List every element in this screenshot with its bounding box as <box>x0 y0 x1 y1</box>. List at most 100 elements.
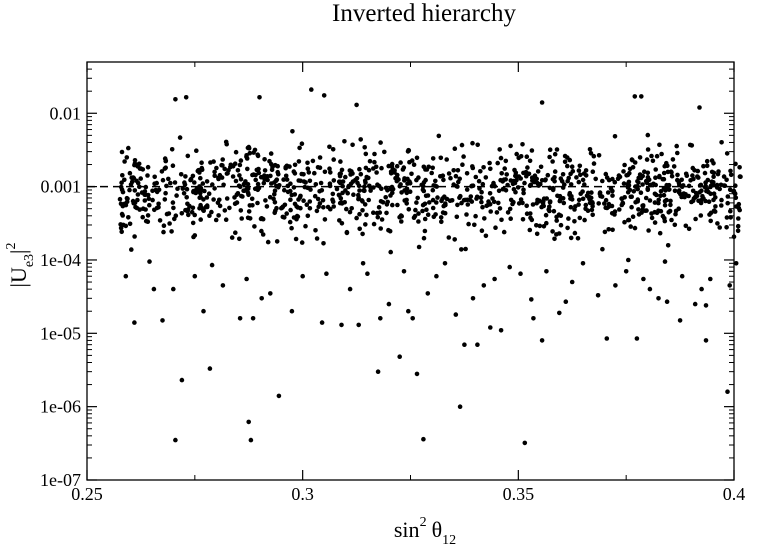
data-point <box>338 159 343 164</box>
data-point <box>583 202 589 208</box>
data-point <box>261 180 267 186</box>
data-point <box>287 219 293 225</box>
data-point <box>170 200 176 205</box>
data-point <box>268 291 273 296</box>
data-point <box>222 208 228 213</box>
data-point <box>497 147 503 152</box>
data-point <box>244 154 249 159</box>
data-point <box>212 173 217 179</box>
data-point <box>169 147 175 152</box>
data-point <box>195 168 201 174</box>
data-point <box>247 203 253 208</box>
data-point <box>140 214 145 220</box>
data-point <box>698 213 704 218</box>
data-point <box>502 166 508 171</box>
data-point <box>537 223 543 229</box>
data-point <box>658 208 664 214</box>
data-point <box>235 168 241 173</box>
data-point <box>559 179 565 184</box>
data-point <box>480 181 486 187</box>
data-point <box>269 181 274 186</box>
data-point <box>330 197 335 202</box>
data-point <box>217 172 223 178</box>
data-point <box>701 163 706 169</box>
data-point <box>734 204 739 209</box>
data-point <box>625 190 631 195</box>
data-point <box>668 202 673 208</box>
data-point <box>647 198 653 203</box>
data-point <box>405 181 410 186</box>
data-point <box>283 173 289 179</box>
data-point <box>593 176 598 182</box>
data-point <box>136 161 142 167</box>
data-point <box>665 163 670 169</box>
data-point <box>629 157 635 162</box>
data-point <box>505 210 511 215</box>
data-point <box>598 193 603 199</box>
data-point <box>632 94 638 99</box>
data-point <box>580 177 586 183</box>
data-point <box>709 158 715 163</box>
data-point <box>694 193 700 199</box>
data-point <box>347 209 353 215</box>
data-point <box>449 198 455 203</box>
data-point <box>216 176 221 182</box>
data-point <box>375 369 381 375</box>
data-point <box>725 389 730 395</box>
data-point <box>184 195 189 200</box>
data-point <box>610 227 615 233</box>
data-point <box>362 145 368 150</box>
data-point <box>190 173 196 179</box>
data-point <box>728 208 733 214</box>
data-point <box>441 177 446 183</box>
data-point <box>708 218 713 224</box>
data-point <box>131 175 137 181</box>
data-point <box>305 166 311 171</box>
data-point <box>725 200 730 206</box>
data-point <box>567 157 573 163</box>
data-point <box>699 286 704 292</box>
data-point <box>587 147 593 152</box>
data-point <box>416 211 421 216</box>
data-point <box>539 178 545 183</box>
data-point <box>421 188 427 194</box>
data-point <box>398 182 403 187</box>
data-point <box>474 196 479 201</box>
data-point <box>590 169 596 174</box>
data-point <box>366 167 372 173</box>
data-point <box>315 196 321 202</box>
x-label-theta: θ <box>432 517 443 542</box>
data-point <box>146 196 152 201</box>
data-point <box>175 186 180 191</box>
data-point <box>269 161 274 167</box>
data-point <box>420 208 425 214</box>
data-point <box>719 203 724 208</box>
data-point <box>453 312 459 317</box>
data-point <box>342 200 348 205</box>
data-point <box>550 187 556 193</box>
data-point <box>681 191 687 196</box>
data-point <box>606 201 612 207</box>
data-point <box>416 244 422 250</box>
data-point <box>272 200 278 205</box>
data-point <box>661 192 667 198</box>
data-point <box>488 166 493 172</box>
data-point <box>312 170 317 176</box>
data-point <box>518 271 523 277</box>
data-point <box>331 157 337 162</box>
data-point <box>423 167 428 172</box>
y-tick-label: 1e-07 <box>40 470 81 490</box>
data-point <box>227 205 232 211</box>
data-point <box>727 283 732 288</box>
data-point <box>124 195 130 201</box>
data-point <box>211 197 216 202</box>
data-point <box>513 189 518 195</box>
data-point <box>656 296 661 301</box>
data-point <box>504 172 510 177</box>
data-point <box>189 209 195 215</box>
data-point <box>233 230 238 235</box>
data-point <box>126 215 131 220</box>
data-point <box>634 336 640 341</box>
data-point <box>198 175 203 181</box>
data-point <box>156 205 161 210</box>
